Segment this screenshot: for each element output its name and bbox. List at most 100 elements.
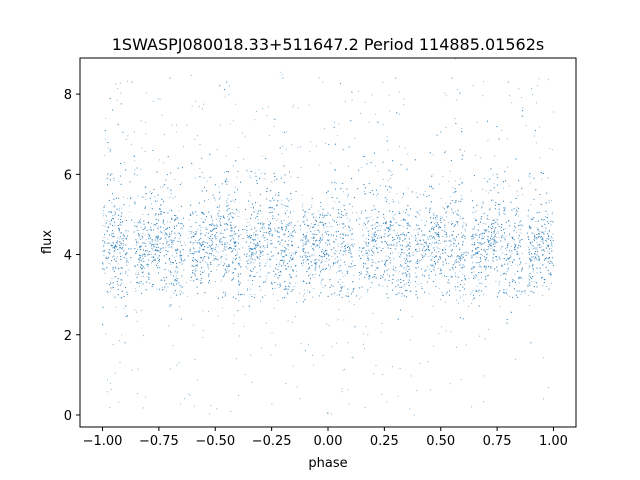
- data-point: [508, 185, 510, 187]
- data-point: [225, 244, 227, 246]
- data-point: [551, 213, 553, 215]
- data-point: [178, 238, 180, 240]
- data-point: [459, 215, 461, 217]
- data-point: [111, 232, 113, 234]
- data-point: [216, 265, 218, 267]
- data-point: [210, 254, 213, 256]
- data-point: [548, 200, 550, 202]
- data-point: [268, 234, 270, 237]
- data-point: [542, 220, 544, 222]
- data-point: [124, 272, 126, 274]
- data-point: [426, 244, 428, 246]
- data-point: [197, 240, 199, 242]
- data-point: [102, 210, 105, 212]
- data-point: [307, 268, 309, 270]
- data-point: [232, 262, 234, 264]
- data-point: [123, 307, 125, 309]
- data-point: [464, 228, 466, 230]
- data-point: [430, 238, 432, 240]
- data-point: [339, 223, 341, 225]
- data-point: [269, 265, 271, 267]
- data-point: [408, 223, 410, 225]
- data-point: [245, 219, 247, 221]
- data-point: [111, 286, 114, 288]
- data-point: [492, 174, 494, 176]
- data-point: [482, 201, 484, 203]
- data-point: [113, 180, 115, 182]
- data-point: [534, 259, 536, 261]
- data-point: [174, 196, 176, 198]
- data-point: [437, 216, 439, 218]
- data-point: [300, 256, 302, 258]
- data-point: [539, 267, 541, 269]
- data-point: [327, 255, 329, 257]
- data-point: [139, 218, 142, 221]
- data-point: [425, 220, 428, 222]
- data-point: [541, 246, 543, 248]
- data-point: [207, 256, 209, 258]
- data-point: [280, 254, 282, 256]
- data-point: [329, 265, 331, 267]
- data-point: [322, 236, 324, 238]
- data-point: [350, 253, 352, 255]
- data-point: [321, 249, 323, 251]
- data-point: [138, 237, 140, 239]
- data-point: [232, 212, 234, 214]
- data-point: [241, 293, 243, 295]
- data-point: [212, 219, 214, 221]
- data-point: [507, 267, 510, 269]
- data-point: [532, 271, 534, 273]
- data-point: [418, 247, 420, 249]
- data-point: [459, 296, 462, 298]
- data-point: [231, 212, 233, 214]
- data-point: [269, 200, 271, 202]
- data-point: [164, 232, 166, 234]
- data-point: [402, 211, 404, 213]
- data-point: [518, 282, 520, 284]
- data-point: [289, 224, 291, 226]
- data-point: [417, 232, 419, 234]
- data-point: [439, 248, 441, 250]
- data-point: [217, 246, 220, 248]
- data-point: [495, 250, 497, 252]
- data-point: [179, 253, 181, 255]
- data-point: [195, 269, 197, 271]
- data-point: [410, 281, 412, 284]
- data-point: [156, 237, 158, 239]
- data-point: [461, 252, 463, 254]
- data-point: [161, 286, 164, 288]
- data-point: [109, 151, 111, 153]
- data-point: [498, 282, 500, 284]
- data-point: [262, 228, 264, 230]
- data-point: [318, 164, 320, 166]
- data-point: [159, 267, 161, 269]
- data-point: [358, 217, 360, 219]
- data-point: [283, 234, 285, 236]
- data-point: [322, 258, 324, 261]
- data-point: [550, 237, 552, 239]
- data-point: [217, 259, 220, 261]
- data-point: [151, 240, 153, 242]
- data-point: [517, 195, 519, 197]
- data-point: [279, 264, 281, 266]
- data-point: [233, 257, 235, 259]
- data-point: [196, 278, 198, 280]
- data-point: [338, 213, 340, 215]
- data-point: [407, 215, 409, 217]
- data-point: [291, 252, 293, 254]
- data-point: [137, 272, 139, 274]
- data-point: [534, 256, 537, 258]
- data-point: [172, 197, 174, 199]
- data-point: [486, 252, 488, 254]
- data-point: [290, 237, 292, 239]
- data-point: [326, 214, 328, 216]
- data-point: [394, 248, 396, 250]
- data-point: [280, 241, 282, 243]
- data-point: [223, 247, 225, 249]
- data-point: [296, 270, 298, 272]
- data-point: [111, 201, 113, 203]
- data-point: [165, 240, 168, 242]
- data-point: [358, 223, 361, 225]
- data-point: [439, 242, 441, 245]
- data-point: [112, 243, 115, 245]
